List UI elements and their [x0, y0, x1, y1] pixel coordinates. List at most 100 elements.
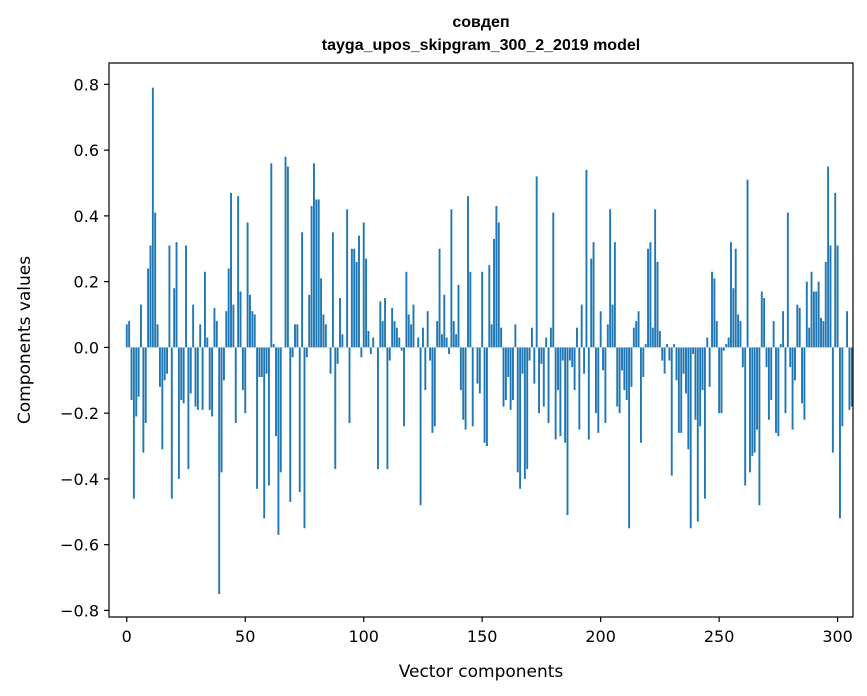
bar — [611, 304, 614, 348]
bar — [606, 324, 609, 348]
bar — [507, 347, 510, 377]
bar — [815, 291, 818, 348]
bar — [185, 245, 187, 348]
bar — [362, 222, 365, 348]
bar — [369, 347, 372, 354]
bar — [258, 347, 261, 377]
bar — [204, 271, 206, 348]
bar — [663, 347, 666, 374]
bar — [753, 347, 756, 453]
bar — [696, 347, 699, 522]
bar — [436, 321, 439, 348]
bar — [443, 294, 446, 348]
bar — [592, 242, 595, 348]
bar — [471, 347, 474, 427]
y-tick-label: 0.2 — [74, 273, 99, 292]
bar — [140, 304, 142, 348]
bar — [831, 347, 834, 453]
bar — [149, 245, 152, 348]
x-tick-label: 200 — [585, 627, 616, 646]
bar — [227, 268, 230, 348]
bar — [509, 347, 512, 410]
bar — [249, 294, 251, 348]
bar — [820, 317, 822, 348]
bar — [689, 347, 692, 529]
bar — [244, 347, 247, 414]
x-tick-label: 100 — [348, 627, 379, 646]
bar — [808, 327, 811, 348]
bar — [419, 347, 422, 506]
bar — [431, 347, 434, 433]
bar — [410, 324, 413, 348]
bar — [523, 347, 526, 479]
bar — [521, 347, 524, 374]
bar — [625, 347, 628, 401]
bar — [789, 347, 792, 368]
bar — [642, 347, 645, 377]
bar — [682, 347, 685, 374]
bar — [699, 347, 702, 427]
bar — [549, 327, 552, 348]
bar — [580, 304, 583, 348]
bar — [158, 347, 161, 387]
bar — [267, 347, 270, 486]
bar — [426, 311, 429, 348]
bar — [585, 169, 588, 348]
bar — [784, 347, 787, 414]
chart-title-line2: tayga_upos_skipgram_300_2_2019 model — [322, 37, 640, 54]
bar — [144, 347, 147, 424]
bar — [336, 347, 339, 364]
bar — [812, 291, 815, 348]
bar — [630, 347, 633, 387]
bar — [801, 347, 804, 404]
x-tick-label: 250 — [704, 627, 735, 646]
bar — [372, 337, 375, 348]
bar — [675, 347, 678, 381]
bar — [289, 347, 292, 502]
bar — [331, 232, 334, 348]
bar — [737, 314, 740, 348]
bar — [512, 347, 514, 401]
y-tick-label: 0.4 — [74, 207, 99, 226]
bar — [317, 199, 320, 348]
bar — [651, 327, 654, 348]
bar — [412, 304, 415, 348]
x-tick-label: 0 — [122, 627, 132, 646]
bar — [379, 301, 382, 348]
bar — [407, 314, 410, 348]
bar — [358, 235, 360, 348]
y-tick-label: −0.4 — [60, 470, 99, 489]
bar — [284, 156, 287, 348]
bar — [649, 242, 652, 348]
bar — [263, 347, 266, 519]
bar — [751, 347, 754, 456]
bar — [232, 304, 235, 348]
bar — [483, 347, 486, 443]
bar — [848, 347, 851, 410]
bar — [746, 179, 749, 348]
bar — [597, 347, 600, 433]
bar — [301, 232, 304, 348]
bar — [557, 347, 559, 391]
bar-series — [125, 87, 853, 594]
bar — [341, 334, 344, 348]
bar — [526, 347, 529, 470]
bar — [703, 347, 706, 499]
bar — [286, 166, 289, 348]
bar — [576, 327, 578, 348]
bar — [502, 347, 505, 407]
bar — [730, 242, 732, 348]
bar — [692, 347, 695, 354]
bar — [294, 324, 296, 348]
bar — [277, 347, 280, 535]
bar — [355, 261, 358, 348]
bar — [535, 176, 538, 348]
bar — [298, 347, 301, 493]
bar — [429, 347, 432, 361]
bar — [798, 307, 801, 348]
bar — [303, 347, 306, 529]
bar — [758, 347, 761, 506]
bar — [772, 321, 775, 348]
